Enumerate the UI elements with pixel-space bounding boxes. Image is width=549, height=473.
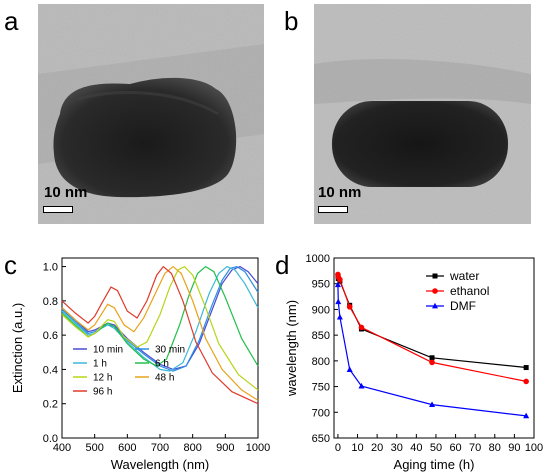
legend-label-10-min: 10 min <box>93 345 123 356</box>
data-point-water <box>523 365 529 371</box>
data-point-dmf <box>429 401 436 407</box>
data-point-ethanol <box>346 304 353 310</box>
data-point-water <box>429 355 435 361</box>
x-axis-label: Aging time (h) <box>394 457 475 472</box>
panel-label-b: b <box>284 6 299 36</box>
x-axis-label: Wavelength (nm) <box>111 457 210 472</box>
data-point-ethanol <box>358 324 365 331</box>
legend-swatch-dmf-marker <box>432 302 438 309</box>
y-tick-label: 0.4 <box>43 364 58 376</box>
scale-bar-a <box>43 206 73 213</box>
x-tick-label: 40 <box>410 442 422 454</box>
y-tick-label: 900 <box>312 304 330 316</box>
legend-label-dmf: DMF <box>450 299 476 313</box>
x-tick-label: 20 <box>371 442 383 454</box>
series-line-12-h <box>61 265 259 391</box>
x-tick-label: 700 <box>151 442 169 454</box>
x-tick-label: 50 <box>430 442 442 454</box>
data-point-dmf <box>336 313 343 320</box>
x-tick-label: 400 <box>53 442 71 454</box>
scale-label-a: 10 nm <box>44 184 88 201</box>
legend-label-1-h: 1 h <box>93 359 107 370</box>
series-line-48-h <box>61 265 259 401</box>
x-tick-label: 60 <box>449 442 461 454</box>
y-axis-label: Extinction (a.u.) <box>10 303 25 393</box>
legend-label-6-h: 6 h <box>155 359 169 370</box>
panel-label-c: c <box>4 250 17 280</box>
chart-c: 400 500 600 700 800 900 1000 0.0 0.2 0.4 0.6 0.8 1.0… <box>10 257 270 472</box>
y-tick-label: 700 <box>312 407 330 419</box>
y-tick-label: 1.0 <box>43 262 58 274</box>
y-tick-label: 0.2 <box>43 399 58 411</box>
data-point-dmf <box>346 366 353 372</box>
x-tick-label: 0 <box>335 442 341 454</box>
plot-frame <box>333 257 535 439</box>
data-point-ethanol <box>337 276 343 283</box>
x-tick-label: 10 <box>351 442 363 454</box>
legend-label-48-h: 48 h <box>155 373 174 384</box>
panel-label-d: d <box>275 250 290 280</box>
scale-label-b: 10 nm <box>318 184 362 201</box>
x-tick-label: 800 <box>183 442 201 454</box>
y-tick-label: 750 <box>312 382 330 394</box>
y-tick-label: 1000 <box>306 253 330 265</box>
data-point-dmf <box>334 281 341 288</box>
tem-image-b <box>314 4 531 224</box>
legend-swatch-ethanol-marker <box>432 288 438 294</box>
y-tick-label: 0.0 <box>43 433 58 445</box>
y-tick-label: 800 <box>312 356 330 368</box>
data-point-dmf <box>358 382 365 389</box>
x-tick-label: 100 <box>525 442 543 454</box>
scale-bar-b <box>318 206 348 213</box>
x-tick-label: 90 <box>508 442 520 454</box>
x-tick-label: 500 <box>85 442 103 454</box>
data-point-ethanol <box>523 378 529 385</box>
legend-swatch-water-marker <box>432 273 438 279</box>
legend-label-ethanol: ethanol <box>450 284 489 298</box>
y-axis-label: wavelength (nm) <box>284 300 299 397</box>
y-tick-label: 0.6 <box>43 330 58 342</box>
y-tick-label: 650 <box>312 433 330 445</box>
data-point-dmf <box>335 298 342 305</box>
x-tick-label: 30 <box>391 442 403 454</box>
tem-image-a <box>38 4 264 224</box>
chart-d: 0 10 20 30 40 50 60 70 80 90 100 650 700 750 800 850 900… <box>284 253 543 472</box>
data-point-ethanol <box>429 359 435 366</box>
panel-label-a: a <box>4 6 19 36</box>
legend-label-30-min: 30 min <box>155 345 185 356</box>
x-tick-label: 1000 <box>246 442 270 454</box>
y-tick-label: 850 <box>312 330 330 342</box>
series-line-dmf <box>337 284 527 417</box>
series-line-96-h <box>61 265 259 405</box>
x-tick-label: 70 <box>469 442 481 454</box>
x-tick-label: 900 <box>216 442 234 454</box>
series-line-water <box>337 275 527 369</box>
y-tick-label: 950 <box>312 279 330 291</box>
x-tick-label: 80 <box>489 442 501 454</box>
data-point-dmf <box>523 412 530 419</box>
x-tick-label: 600 <box>118 442 136 454</box>
y-tick-label: 0.8 <box>43 296 58 308</box>
legend-label-water: water <box>449 269 479 283</box>
legend-label-96-h: 96 h <box>93 387 112 398</box>
legend-label-12-h: 12 h <box>93 373 112 384</box>
